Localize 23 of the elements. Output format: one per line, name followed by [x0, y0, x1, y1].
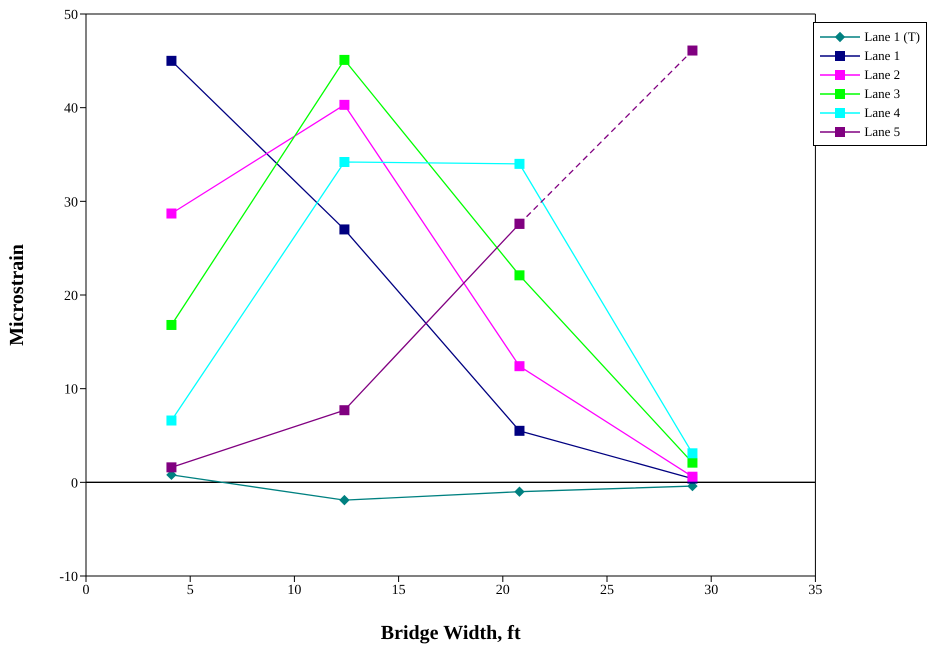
y-tick-label: 30	[64, 195, 78, 210]
x-tick-label: 15	[392, 582, 406, 598]
y-tick-label: 50	[64, 8, 78, 23]
legend-label: Lane 5	[864, 124, 900, 140]
legend-label: Lane 2	[864, 66, 900, 82]
y-tick-label: 40	[64, 102, 78, 117]
y-tick-label: 20	[64, 288, 78, 304]
y-tick-label: -10	[59, 570, 78, 585]
legend-label: Lane 4	[864, 104, 900, 120]
y-tick-label: 10	[64, 382, 78, 398]
x-tick-label: 35	[808, 582, 822, 598]
x-tick-label: 30	[704, 582, 718, 598]
legend-label: Lane 1	[864, 48, 900, 64]
x-tick-label: 5	[186, 582, 194, 598]
x-tick-label: 0	[82, 582, 90, 598]
y-axis-title: Microstrain	[6, 244, 28, 346]
y-tick-label: 0	[71, 476, 78, 492]
x-tick-label: 20	[496, 582, 510, 598]
legend-label: Lane 3	[864, 86, 900, 102]
x-axis-title: Bridge Width, ft	[380, 622, 521, 644]
x-tick-label: 25	[600, 582, 614, 598]
x-tick-label: 10	[287, 582, 302, 598]
legend-label: Lane 1 (T)	[864, 28, 920, 44]
